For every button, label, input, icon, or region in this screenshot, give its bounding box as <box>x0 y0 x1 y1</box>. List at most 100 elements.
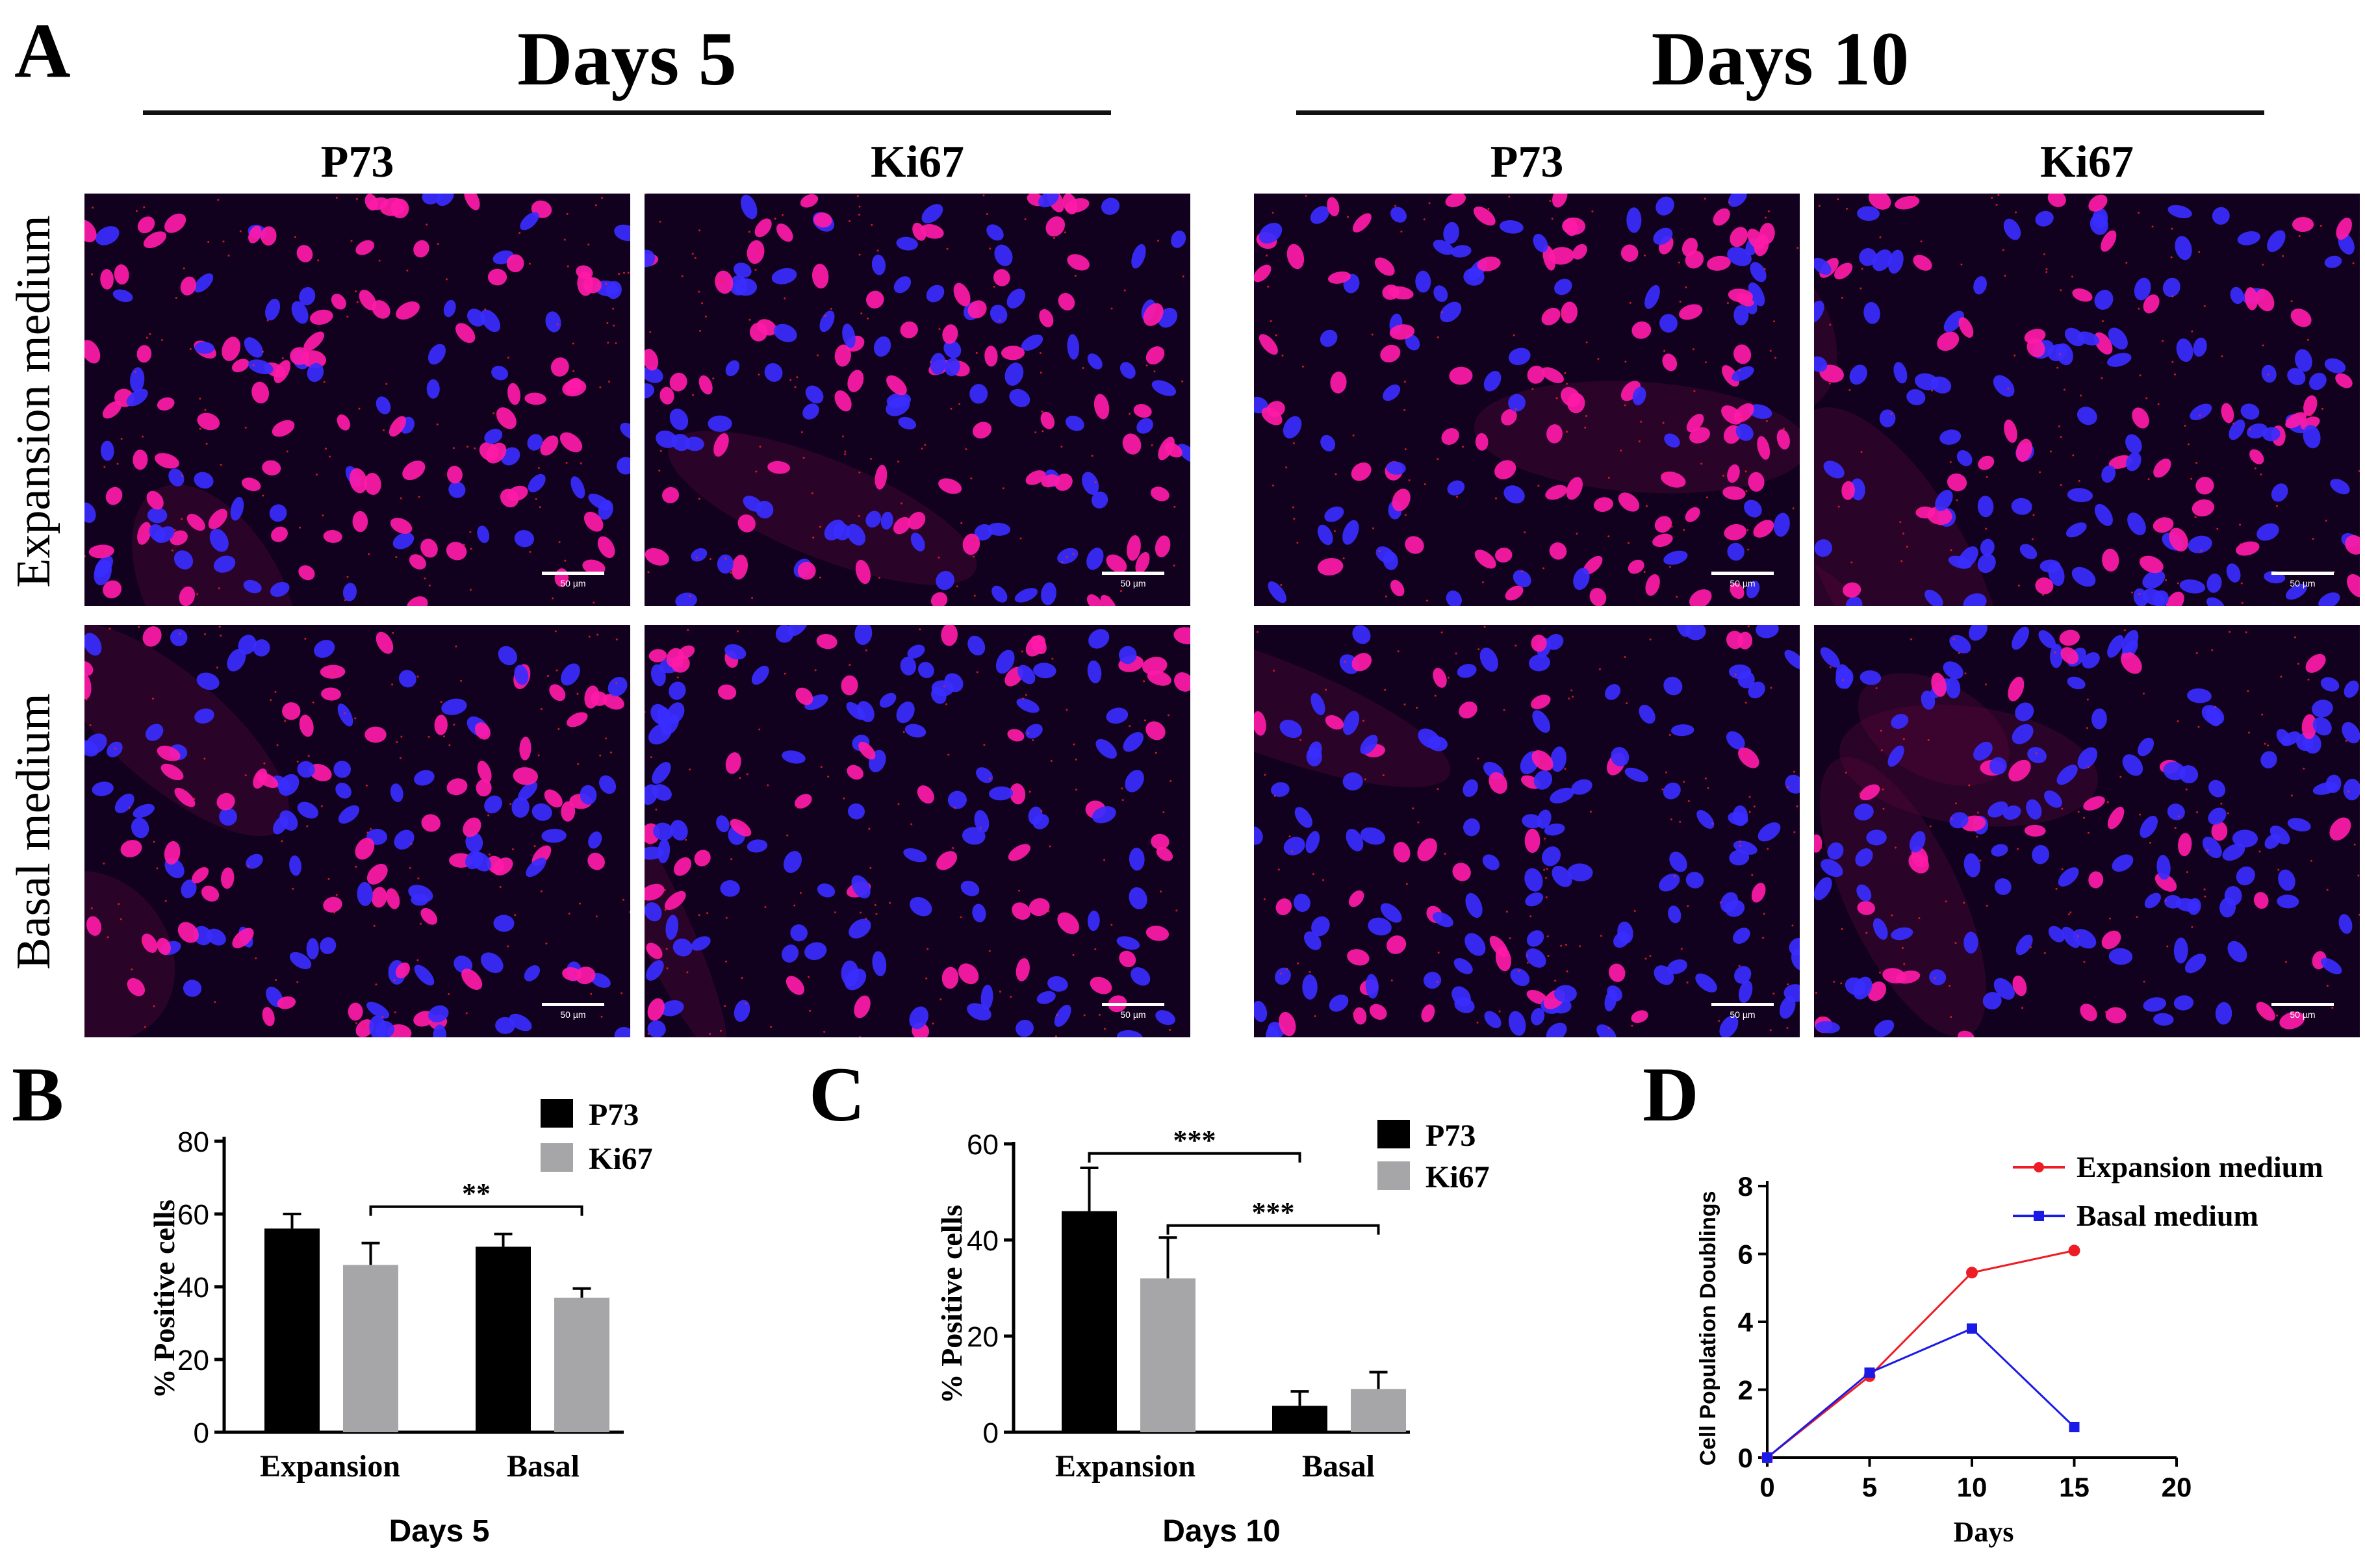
x-tick-label: 10 <box>1957 1472 1988 1502</box>
micrograph-day10-ki67-expansion <box>1814 194 2360 606</box>
y-tick-label: 0 <box>983 1417 999 1449</box>
panel-letter-c: C <box>809 1051 865 1137</box>
data-point-expansion <box>1966 1267 1978 1279</box>
legend-swatch-p73 <box>541 1099 573 1128</box>
bar-p73-expansion <box>1062 1211 1117 1432</box>
y-tick: 80 <box>177 1126 224 1158</box>
y-tick: 20 <box>967 1321 1014 1353</box>
micrograph-day10-ki67-basal <box>1814 625 2360 1037</box>
significance-bracket <box>1088 1152 1301 1163</box>
bar-ki67-expansion <box>343 1265 398 1432</box>
scale-label: 50 µm <box>560 1009 586 1020</box>
scale-bar <box>2271 572 2334 575</box>
bar-ki67-basal <box>1351 1389 1406 1432</box>
scale-label: 50 µm <box>1120 1009 1146 1020</box>
y-tick-label: 20 <box>967 1321 999 1353</box>
scale-label: 50 µm <box>2290 578 2316 588</box>
chart-c: % Positive cells 0 20 40 60 *** *** Expan… <box>935 1119 1490 1549</box>
y-axis-label: Cell Population Doublings <box>1696 1191 1720 1465</box>
data-point-basal <box>2069 1421 2080 1432</box>
data-point-basal <box>1762 1452 1772 1463</box>
x-ticks: 0 5 10 15 20 <box>1759 1458 2192 1502</box>
y-tick: 20 <box>177 1345 224 1376</box>
category-label: Basal <box>507 1449 580 1484</box>
bar-p73-expansion <box>264 1228 320 1432</box>
y-tick-label: 0 <box>194 1417 209 1449</box>
significance-label: ** <box>462 1178 491 1209</box>
y-ticks: 0 2 4 6 8 <box>1738 1171 1767 1473</box>
y-tick-label: 60 <box>967 1129 999 1161</box>
y-tick: 40 <box>967 1225 1014 1257</box>
significance-label: *** <box>1173 1124 1216 1156</box>
row-label-expansion: Expansion medium <box>7 215 60 588</box>
x-tick-label: 5 <box>1862 1472 1877 1502</box>
x-tick-label: 0 <box>1759 1472 1774 1502</box>
col-label-day10-p73: P73 <box>1490 137 1564 187</box>
data-point-basal <box>1967 1323 1977 1334</box>
legend-label-ki67: Ki67 <box>589 1142 653 1176</box>
legend-swatch-ki67 <box>1377 1161 1410 1190</box>
scale-bar <box>542 572 604 575</box>
bar-ki67-expansion <box>1140 1278 1195 1432</box>
micrograph-day5-p73-basal <box>84 625 630 1037</box>
y-tick-label: 4 <box>1738 1307 1754 1337</box>
panel-letter-a: A <box>14 7 71 94</box>
legend-label-p73: P73 <box>589 1098 639 1132</box>
x-axis-label: Days 10 <box>1162 1514 1280 1549</box>
scale-label: 50 µm <box>1730 1009 1756 1020</box>
scale-bar <box>2271 1003 2334 1006</box>
series-line-expansion <box>1767 1249 2075 1459</box>
scale-label: 50 µm <box>1120 578 1146 588</box>
bar-group: ** <box>264 1178 609 1432</box>
legend-label-p73: P73 <box>1425 1119 1476 1153</box>
scale-label: 50 µm <box>560 578 586 588</box>
micrograph-day5-ki67-basal <box>645 625 1190 1037</box>
chart-b: % Positive cells 0 20 40 60 80 ** Expans… <box>147 1098 653 1549</box>
series-line-basal <box>1767 1327 2075 1459</box>
day5-title: Days 5 <box>517 16 737 101</box>
bar-ki67-basal <box>554 1297 609 1432</box>
y-axis-label: % Positive cells <box>147 1200 181 1399</box>
category-label: Basal <box>1302 1449 1375 1484</box>
col-label-day10-ki67: Ki67 <box>2040 137 2134 187</box>
panel-letter-d: D <box>1643 1051 1699 1137</box>
y-tick-label: 40 <box>967 1225 999 1257</box>
significance-label: *** <box>1252 1196 1295 1228</box>
y-tick-label: 0 <box>1738 1443 1753 1473</box>
legend-swatch-ki67 <box>541 1143 573 1172</box>
y-tick: 60 <box>177 1199 224 1231</box>
col-label-day5-ki67: Ki67 <box>871 137 964 187</box>
y-tick-label: 40 <box>177 1272 209 1304</box>
y-tick-label: 80 <box>177 1126 209 1158</box>
line-group <box>1761 1245 2080 1463</box>
x-tick-label: 15 <box>2059 1472 2090 1502</box>
x-tick-label: 20 <box>2162 1472 2192 1502</box>
micrograph-day10-p73-basal <box>1254 625 1800 1037</box>
legend-swatch-p73 <box>1377 1120 1410 1148</box>
data-point-basal <box>1864 1367 1875 1378</box>
legend-marker-expansion <box>2034 1162 2044 1172</box>
chart-d: Cell Population Doublings 0 5 10 15 20 0 2 4 6 8… <box>1696 1150 2323 1548</box>
significance-bracket <box>369 1205 583 1216</box>
y-tick-label: 6 <box>1738 1239 1753 1270</box>
legend-label-ki67: Ki67 <box>1425 1160 1490 1195</box>
data-point-expansion <box>2068 1245 2080 1257</box>
scale-bar <box>542 1003 604 1006</box>
y-tick-label: 8 <box>1738 1171 1753 1202</box>
bar-p73-basal <box>1272 1406 1327 1432</box>
scale-bar <box>1102 572 1164 575</box>
x-axis-label: Days 5 <box>389 1514 490 1549</box>
scale-label: 50 µm <box>2290 1009 2316 1020</box>
bar-group: *** *** <box>1062 1124 1406 1432</box>
day10-title: Days 10 <box>1651 16 1910 101</box>
y-tick: 0 <box>983 1417 1014 1449</box>
bar-p73-basal <box>476 1246 531 1432</box>
legend-label-basal: Basal medium <box>2077 1199 2258 1232</box>
row-label-basal: Basal medium <box>7 693 60 970</box>
scale-bar <box>1102 1003 1164 1006</box>
y-tick-label: 60 <box>177 1199 209 1231</box>
legend-marker-basal <box>2034 1211 2044 1221</box>
micrograph-day10-p73-expansion <box>1254 194 1800 606</box>
category-label: Expansion <box>260 1449 400 1484</box>
scale-bar <box>1711 1003 1774 1006</box>
